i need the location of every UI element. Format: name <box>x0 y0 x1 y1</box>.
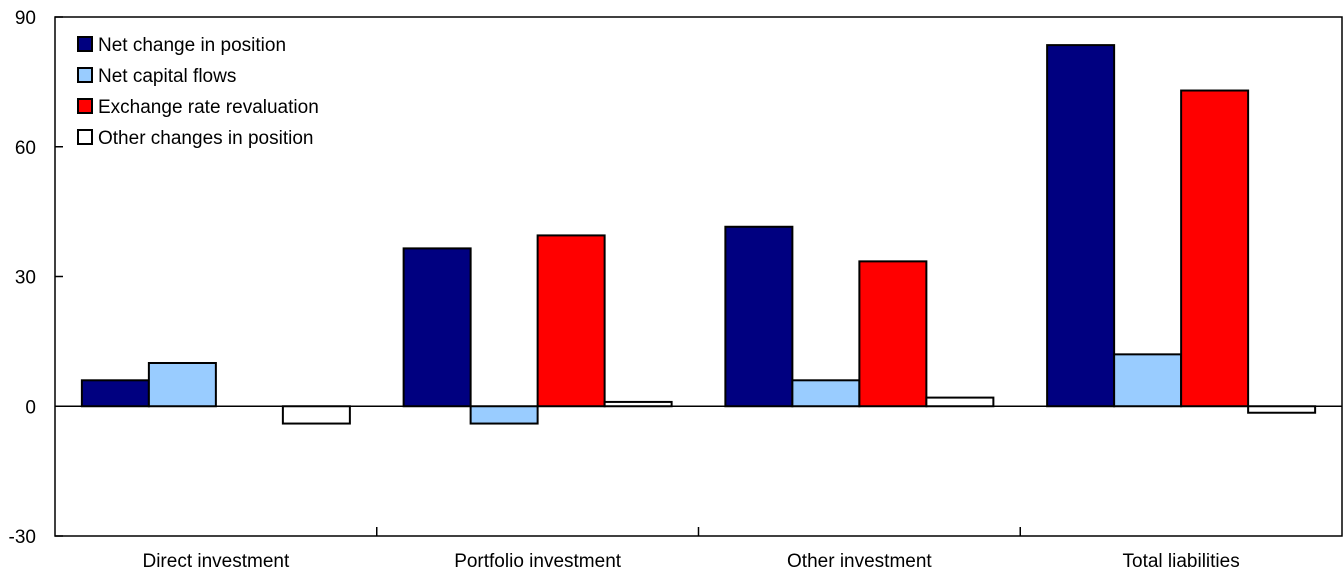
bar-portfolio-investment-series-1 <box>469 405 539 425</box>
y-tick-label: 0 <box>25 397 36 418</box>
bar-other-investment-series-3 <box>925 396 995 408</box>
legend-swatch <box>77 98 93 114</box>
legend: Net change in position Net capital flows E… <box>77 35 319 149</box>
legend-swatch <box>77 36 93 52</box>
y-tick-label: 60 <box>15 138 36 159</box>
x-category-label: Total liabilities <box>1123 551 1240 572</box>
x-category-label: Other investment <box>787 551 932 572</box>
plot-frame <box>54 16 1343 537</box>
bar-other-investment-series-2 <box>858 260 928 408</box>
y-tick-label: 30 <box>15 268 36 289</box>
bar-portfolio-investment-series-0 <box>402 247 472 408</box>
bar-direct-investment-series-0 <box>80 379 150 408</box>
bar-total-liabilities-series-3 <box>1247 405 1317 414</box>
bar-other-investment-series-0 <box>724 225 794 408</box>
y-tick-label: -30 <box>9 527 36 548</box>
bar-portfolio-investment-series-2 <box>536 234 606 408</box>
bar-other-investment-series-1 <box>791 379 861 408</box>
bars-layer <box>80 44 1317 425</box>
bar-total-liabilities-series-1 <box>1113 353 1183 408</box>
legend-swatch <box>77 129 93 145</box>
x-category-label: Direct investment <box>142 551 289 572</box>
bar-total-liabilities-series-0 <box>1046 44 1116 408</box>
legend-label: Net change in position <box>98 35 286 56</box>
legend-label: Exchange rate revaluation <box>98 97 319 118</box>
bar-direct-investment-series-3 <box>281 405 351 425</box>
y-tick-label: 90 <box>15 8 36 29</box>
legend-label: Other changes in position <box>98 128 313 149</box>
bar-total-liabilities-series-2 <box>1180 89 1250 408</box>
legend-swatch <box>77 67 93 83</box>
x-category-label: Portfolio investment <box>454 551 622 572</box>
axes-layer: -30 0 30 60 90 Direct investment Portfolio inv… <box>9 8 1343 572</box>
bar-direct-investment-series-1 <box>147 362 217 408</box>
legend-label: Net capital flows <box>98 66 236 87</box>
